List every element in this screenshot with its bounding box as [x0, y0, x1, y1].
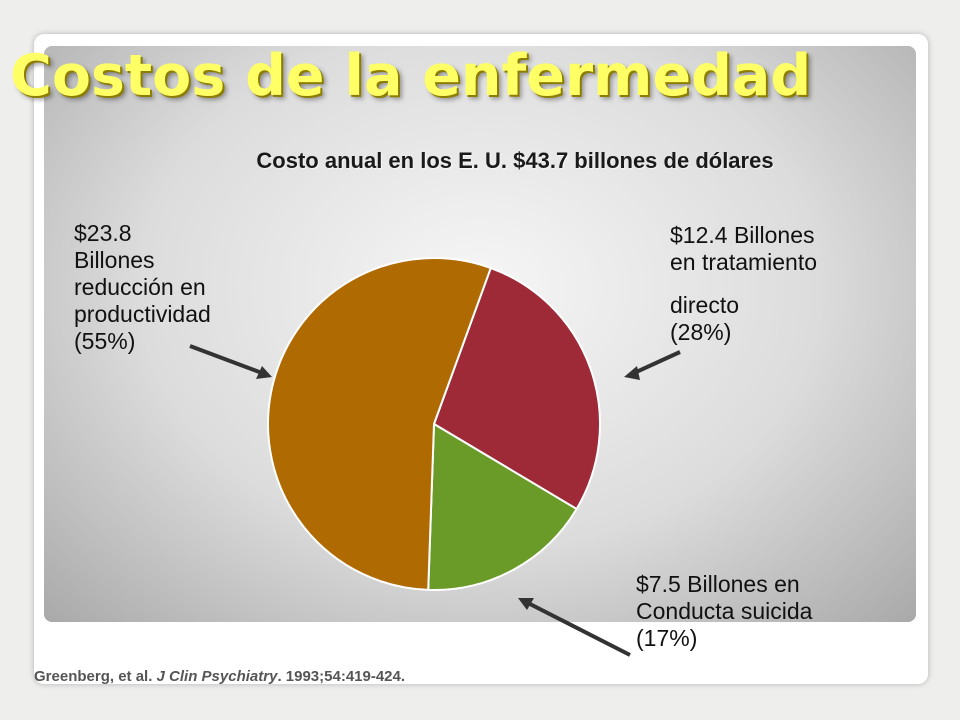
label-line: en tratamiento — [670, 249, 818, 275]
citation-details: . 1993;54:419-424. — [277, 668, 406, 685]
label-line: (55%) — [74, 328, 136, 354]
label-suicida: $7.5 Billones en Conducta suicida (17%) — [636, 571, 896, 652]
label-line: $12.4 Billones — [670, 222, 815, 248]
citation-authors: Greenberg, et al. — [34, 668, 153, 685]
label-line: $7.5 Billones en — [636, 571, 800, 597]
citation-journal: J Clin Psychiatry — [156, 668, 278, 685]
arrow-suicida — [527, 601, 631, 657]
label-line: reducción en — [74, 274, 206, 300]
arrow-head-tratamiento — [624, 366, 640, 380]
arrow-productividad — [189, 344, 263, 375]
label-line: Conducta suicida — [636, 598, 813, 624]
label-line: directo — [670, 292, 740, 318]
citation: Greenberg, et al. J Clin Psychiatry. 199… — [34, 668, 405, 685]
arrow-tratamiento — [633, 350, 681, 375]
pie-slice-2 — [267, 257, 493, 591]
chart-subtitle: Costo anual en los E. U. $43.7 billones … — [256, 148, 774, 173]
label-line: (17%) — [636, 625, 698, 651]
pie-slice-1 — [427, 422, 578, 591]
label-line: Billones — [74, 247, 155, 273]
slide-title: Costos de la enfermedad — [10, 43, 812, 109]
label-productividad: $23.8 Billones reducción en productivida… — [74, 220, 264, 355]
label-line: (28%) — [670, 319, 732, 345]
label-tratamiento: $12.4 Billones en tratamiento directo (2… — [670, 222, 890, 346]
label-line: productividad — [74, 301, 211, 327]
arrow-head-productividad — [256, 366, 272, 379]
pie-slice-0 — [432, 266, 601, 511]
arrow-head-suicida — [518, 598, 534, 610]
label-line: $23.8 — [74, 220, 132, 246]
